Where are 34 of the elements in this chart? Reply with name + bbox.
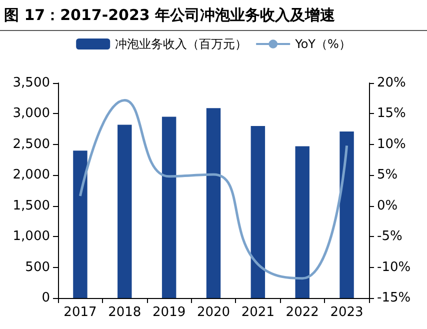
x-tick-label: 2017 — [64, 305, 97, 320]
y-tick-label: 3,500 — [12, 76, 50, 90]
y2-tick-label: -10% — [377, 260, 411, 275]
y-tick-label: 2,500 — [12, 136, 50, 152]
y-tick-label: 500 — [25, 260, 50, 275]
chart-title: 图 17：2017-2023 年公司冲泡业务收入及增速 — [0, 0, 427, 31]
bar — [250, 126, 266, 298]
legend-label: YoY（%） — [294, 37, 351, 51]
y2-tick-label: 0% — [377, 198, 398, 214]
y2-tick-label: 15% — [377, 106, 406, 122]
bar — [206, 108, 221, 298]
x-tick-label: 2020 — [196, 305, 230, 320]
y-tick-label: 0 — [42, 290, 50, 306]
line-series — [78, 98, 348, 280]
x-tick-label: 2021 — [241, 305, 274, 320]
legend-label: 冲泡业务收入（百万元） — [115, 37, 248, 51]
bar — [295, 146, 310, 298]
x-tick-label: 2018 — [108, 305, 142, 320]
y-tick-label: 2,000 — [12, 168, 50, 183]
x-tick-label: 2023 — [330, 305, 364, 320]
y-tick-label: 1,500 — [12, 198, 50, 214]
x-tick-label: 2022 — [286, 305, 319, 320]
y-tick-label: 1,000 — [12, 229, 50, 244]
bar — [162, 116, 176, 298]
y2-tick-label: -5% — [377, 229, 402, 244]
y2-tick-label: 10% — [377, 136, 406, 152]
y2-tick-label: 20% — [377, 76, 406, 90]
x-tick-label: 2019 — [152, 305, 186, 320]
y2-tick-label: -15% — [377, 290, 411, 306]
bar — [118, 124, 132, 298]
y-tick-label: 3,000 — [12, 106, 50, 122]
y2-tick-label: 5% — [377, 168, 398, 183]
bar — [73, 150, 88, 298]
bar — [340, 132, 354, 298]
